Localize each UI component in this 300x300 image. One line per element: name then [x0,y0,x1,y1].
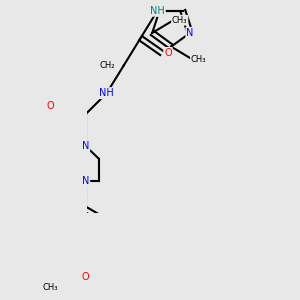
Text: S: S [156,6,163,16]
Text: O: O [46,101,54,111]
Text: CH₃: CH₃ [43,283,58,292]
Text: O: O [164,48,172,58]
Text: CH₃: CH₃ [191,55,206,64]
Text: CH₂: CH₂ [100,61,115,70]
Text: CH₃: CH₃ [172,16,188,25]
Text: N: N [82,176,89,186]
Text: O: O [82,272,89,282]
Text: N: N [82,141,89,151]
Text: NH: NH [150,6,165,16]
Text: N: N [186,28,194,38]
Text: NH: NH [99,88,114,98]
